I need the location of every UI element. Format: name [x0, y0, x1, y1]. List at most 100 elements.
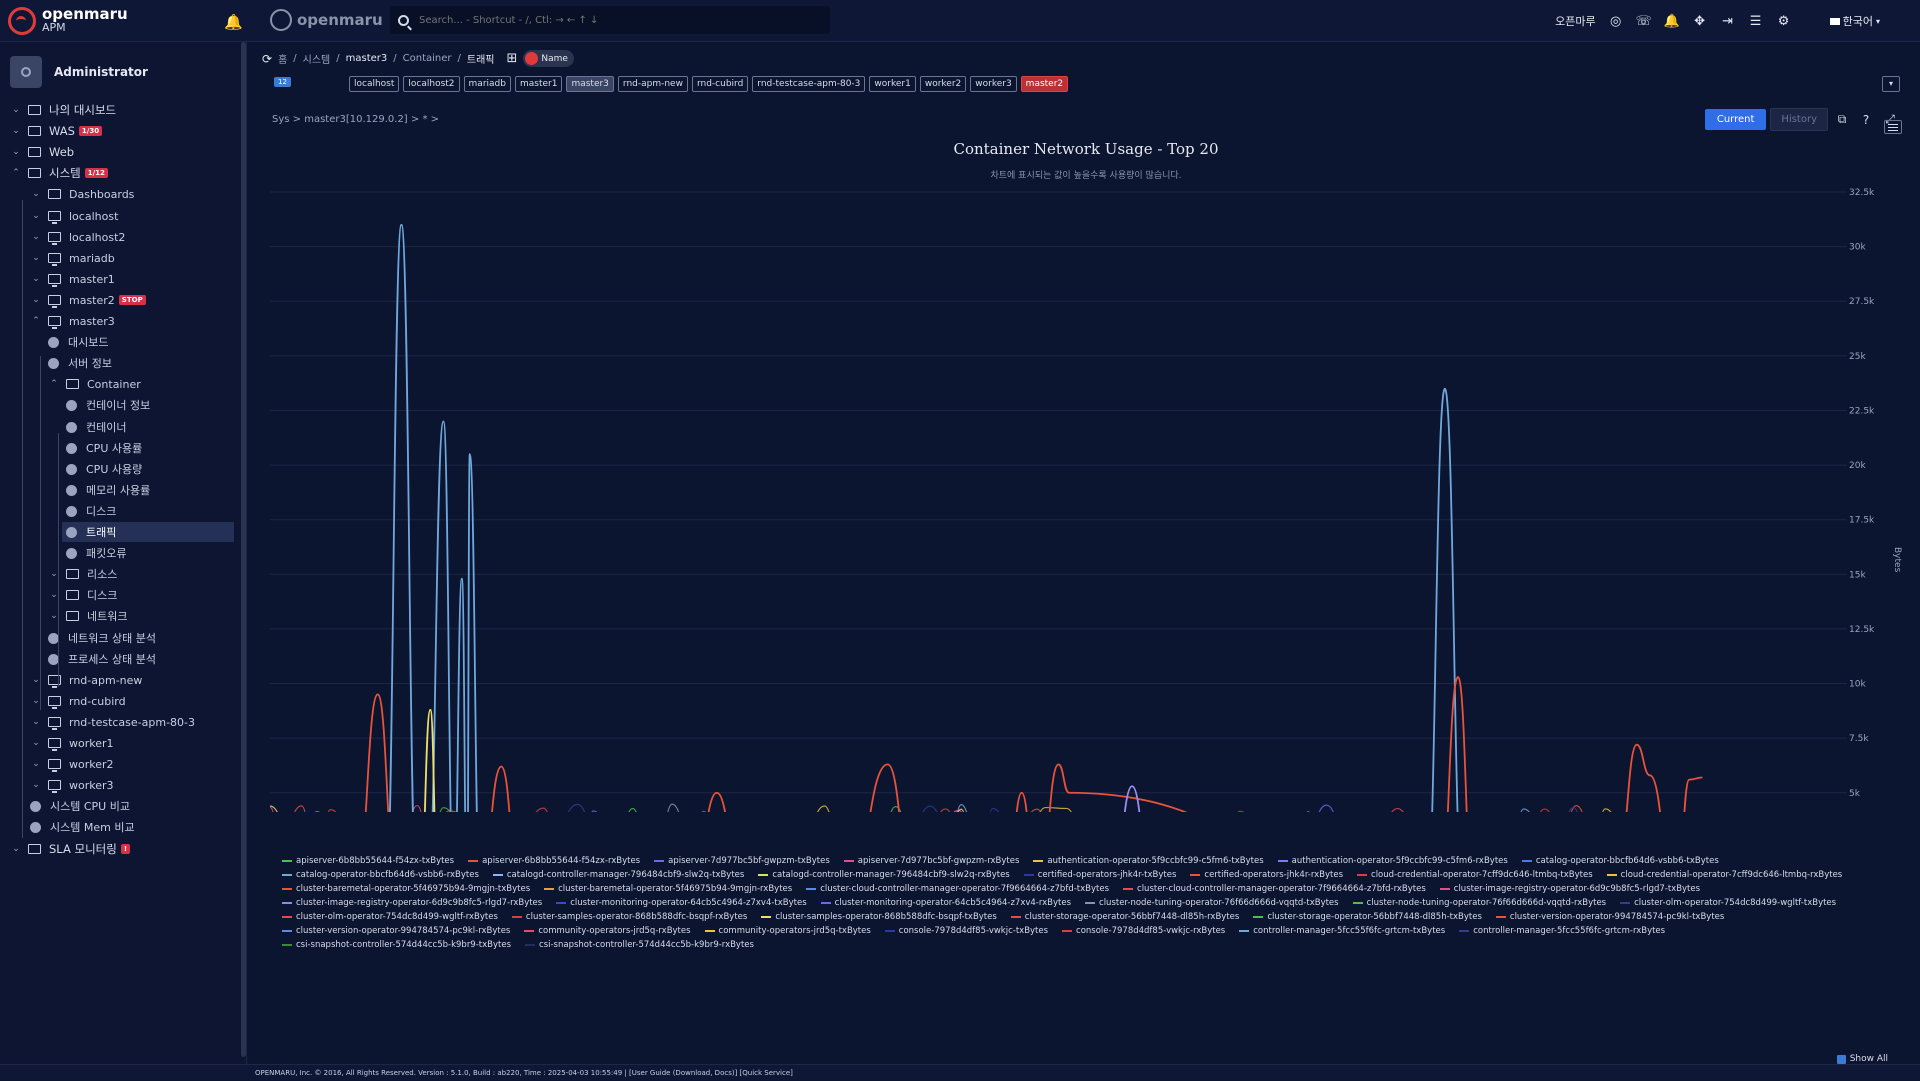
legend-item[interactable]: cluster-monitoring-operator-64cb5c4964-z… [556, 896, 806, 909]
legend-item[interactable]: cluster-storage-operator-56bbf7448-dl85h… [1011, 910, 1240, 923]
sidebar-item-25[interactable]: 네트워크 상태 분석 [48, 628, 156, 648]
legend-item[interactable]: certified-operators-jhk4r-rxBytes [1190, 868, 1343, 881]
sidebar-item-10[interactable]: ⌃master3 [30, 311, 115, 331]
menu-icon[interactable]: ☰ [1748, 13, 1764, 29]
legend-item[interactable]: catalogd-controller-manager-796484cbf9-s… [758, 868, 1009, 881]
legend-item[interactable]: catalog-operator-bbcfb64d6-vsbb6-txBytes [1522, 854, 1719, 867]
language-select[interactable]: 한국어 ▾ [1830, 13, 1880, 29]
bell-icon[interactable]: 🔔 [224, 13, 243, 31]
legend-item[interactable]: authentication-operator-5f9ccbfc99-c5fm6… [1278, 854, 1508, 867]
sidebar-item-29[interactable]: ⌄rnd-testcase-apm-80-3 [30, 712, 195, 732]
phone-icon[interactable]: ☏ [1636, 13, 1652, 29]
chat-icon[interactable]: ◎ [1608, 13, 1624, 29]
sidebar-item-33[interactable]: 시스템 CPU 비교 [30, 796, 130, 816]
sidebar-item-17[interactable]: CPU 사용량 [66, 459, 142, 479]
legend-item[interactable]: csi-snapshot-controller-574d44cc5b-k9br9… [525, 938, 754, 951]
legend-item[interactable]: catalog-operator-bbcfb64d6-vsbb6-rxBytes [282, 868, 479, 881]
legend-item[interactable]: cluster-image-registry-operator-6d9c9b8f… [1440, 882, 1700, 895]
sidebar-item-2[interactable]: ⌄Web [10, 142, 74, 162]
legend-item[interactable]: apiserver-7d977bc5bf-gwpzm-txBytes [654, 854, 830, 867]
legend-item[interactable]: cluster-version-operator-994784574-pc9kl… [1496, 910, 1724, 923]
sidebar-item-6[interactable]: ⌄localhost2 [30, 227, 125, 247]
folder-icon [28, 147, 41, 157]
notification-icon[interactable]: 🔔 [1664, 13, 1680, 29]
sidebar-item-16[interactable]: CPU 사용률 [66, 438, 142, 458]
legend-item[interactable]: catalogd-controller-manager-796484cbf9-s… [493, 868, 744, 881]
sidebar-item-32[interactable]: ⌄worker3 [30, 775, 114, 795]
sidebar-item-34[interactable]: 시스템 Mem 비교 [30, 817, 135, 837]
sidebar-item-26[interactable]: 프로세스 상태 분석 [48, 649, 156, 669]
monitor-icon [48, 738, 61, 748]
search-bar[interactable] [390, 6, 830, 34]
legend-item[interactable]: cluster-cloud-controller-manager-operato… [1123, 882, 1426, 895]
settings-icon[interactable]: ⚙ [1776, 13, 1792, 29]
sidebar-item-8[interactable]: ⌄master1 [30, 269, 115, 289]
sidebar-item-21[interactable]: 패킷오류 [66, 543, 126, 563]
legend-item[interactable]: cloud-credential-operator-7cff9dc646-ltm… [1357, 868, 1593, 881]
legend-item[interactable]: community-operators-jrd5q-rxBytes [524, 924, 690, 937]
sidebar-item-14[interactable]: 컨테이너 정보 [66, 395, 150, 415]
chevron-down-icon: ⌄ [30, 189, 42, 199]
legend-item[interactable]: cluster-node-tuning-operator-76f66d666d-… [1085, 896, 1339, 909]
sidebar-scrollbar[interactable] [241, 42, 246, 1057]
sidebar-item-15[interactable]: 컨테이너 [66, 417, 126, 437]
legend-item[interactable]: cluster-samples-operator-868b588dfc-bsqp… [761, 910, 996, 923]
legend-label: apiserver-7d977bc5bf-gwpzm-rxBytes [858, 856, 1020, 866]
legend-item[interactable]: cluster-samples-operator-868b588dfc-bsqp… [512, 910, 747, 923]
legend-item[interactable]: cluster-olm-operator-754dc8d499-wgltf-tx… [1620, 896, 1836, 909]
legend-item[interactable]: cloud-credential-operator-7cff9dc646-ltm… [1607, 868, 1843, 881]
sidebar-item-28[interactable]: ⌄rnd-cubird [30, 691, 126, 711]
legend-item[interactable]: cluster-olm-operator-754dc8d499-wgltf-rx… [282, 910, 498, 923]
legend-item[interactable]: cluster-version-operator-994784574-pc9kl… [282, 924, 510, 937]
legend-item[interactable]: apiserver-6b8bb55644-f54zx-rxBytes [468, 854, 640, 867]
legend-item[interactable]: cluster-storage-operator-56bbf7448-dl85h… [1253, 910, 1482, 923]
sidebar-item-11[interactable]: 대시보드 [48, 332, 108, 352]
legend-item[interactable]: cluster-image-registry-operator-6d9c9b8f… [282, 896, 542, 909]
legend-label: controller-manager-5fcc55f6fc-grtcm-txBy… [1253, 926, 1445, 936]
search-input[interactable] [419, 15, 819, 26]
user-profile[interactable]: Administrator [10, 56, 148, 88]
legend-item[interactable]: community-operators-jrd5q-txBytes [705, 924, 871, 937]
legend-item[interactable]: authentication-operator-5f9ccbfc99-c5fm6… [1033, 854, 1263, 867]
sidebar-item-0[interactable]: ⌄나의 대시보드 [10, 100, 116, 120]
legend-item[interactable]: apiserver-7d977bc5bf-gwpzm-rxBytes [844, 854, 1020, 867]
sitemap-icon[interactable]: ✥ [1692, 13, 1708, 29]
sidebar-item-27[interactable]: ⌄rnd-apm-new [30, 670, 142, 690]
legend-item[interactable]: cluster-node-tuning-operator-76f66d666d-… [1353, 896, 1607, 909]
legend-item[interactable]: cluster-monitoring-operator-64cb5c4964-z… [821, 896, 1071, 909]
folder-open-icon [28, 168, 41, 178]
legend-item[interactable]: apiserver-6b8bb55644-f54zx-txBytes [282, 854, 454, 867]
legend-item[interactable]: certified-operators-jhk4r-txBytes [1024, 868, 1177, 881]
sidebar-item-7[interactable]: ⌄mariadb [30, 248, 115, 268]
sidebar-item-5[interactable]: ⌄localhost [30, 206, 118, 226]
legend-item[interactable]: controller-manager-5fcc55f6fc-grtcm-txBy… [1239, 924, 1445, 937]
sidebar-item-31[interactable]: ⌄worker2 [30, 754, 114, 774]
legend-item[interactable]: cluster-cloud-controller-manager-operato… [806, 882, 1109, 895]
sidebar-item-4[interactable]: ⌄Dashboards [30, 184, 134, 204]
sidebar-item-24[interactable]: ⌄네트워크 [48, 606, 127, 626]
show-all-toggle[interactable]: Show All [1837, 1054, 1888, 1064]
sidebar-item-label: 리소스 [87, 566, 117, 582]
logout-icon[interactable]: ⇥ [1720, 13, 1736, 29]
sidebar-item-18[interactable]: 메모리 사용률 [66, 480, 150, 500]
sidebar-item-19[interactable]: 디스크 [66, 501, 116, 521]
legend-item[interactable]: console-7978d4df85-vwkjc-rxBytes [1062, 924, 1225, 937]
sidebar-item-20[interactable]: 트래픽 [62, 522, 234, 542]
openmaru-logo[interactable]: openmaru APM [8, 7, 128, 35]
legend-item[interactable]: console-7978d4df85-vwkjc-txBytes [885, 924, 1048, 937]
disk-icon [66, 506, 77, 517]
legend-item[interactable]: cluster-baremetal-operator-5f46975b94-9m… [544, 882, 792, 895]
legend-swatch [525, 944, 535, 946]
sidebar-item-13[interactable]: ⌃Container [48, 374, 141, 394]
legend-label: csi-snapshot-controller-574d44cc5b-k9br9… [539, 940, 754, 950]
legend-item[interactable]: csi-snapshot-controller-574d44cc5b-k9br9… [282, 938, 511, 951]
legend-item[interactable]: cluster-baremetal-operator-5f46975b94-9m… [282, 882, 530, 895]
legend-item[interactable]: controller-manager-5fcc55f6fc-grtcm-rxBy… [1459, 924, 1665, 937]
user-menu[interactable]: 오픈마루 [1555, 13, 1595, 29]
sidebar-item-12[interactable]: 서버 정보 [48, 353, 112, 373]
sidebar-item-35[interactable]: ⌄SLA 모니터링! [10, 839, 130, 859]
sidebar-item-30[interactable]: ⌄worker1 [30, 733, 114, 753]
